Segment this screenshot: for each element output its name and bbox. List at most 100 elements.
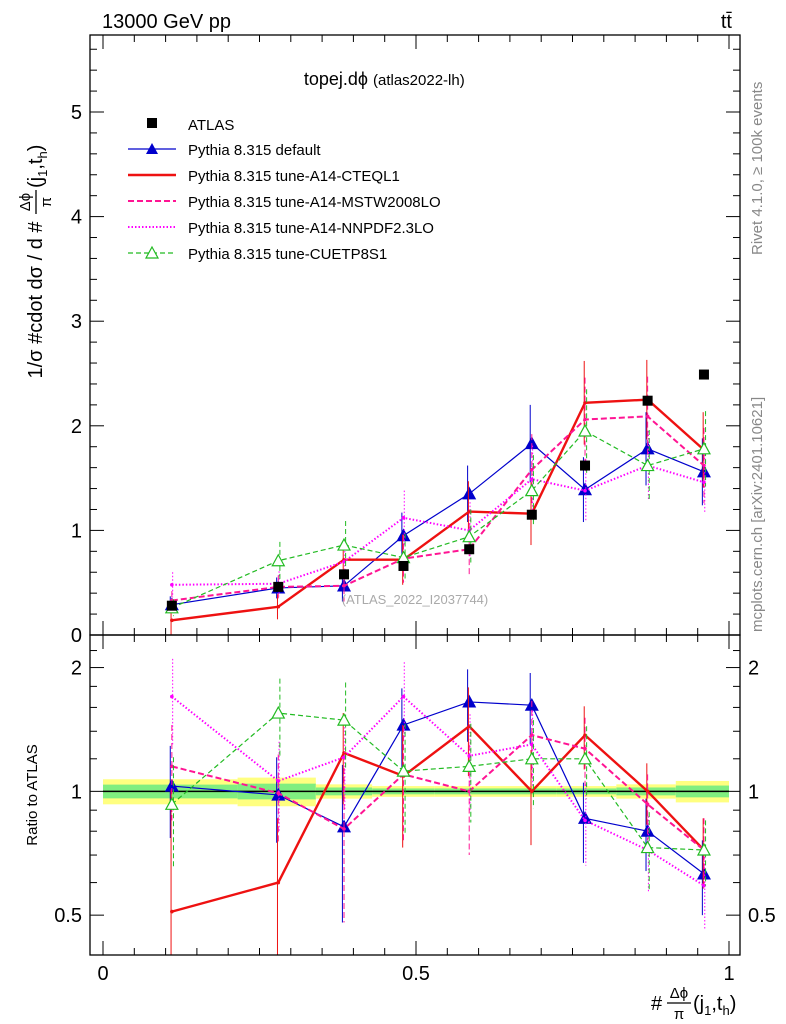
xlabel-prefix: #: [651, 993, 663, 1015]
xlabel-suffix: (j: [693, 993, 704, 1015]
series-3-point-3: [401, 516, 406, 520]
ylabel-prefix: 1/σ #cdot dσ / d #: [25, 221, 47, 379]
legend-marker-default: [146, 143, 158, 154]
ratio-3-point-8: [702, 883, 706, 888]
x-tick-label-0: 0: [97, 963, 108, 985]
ratio-2-point-2: [342, 827, 346, 831]
legend-label-atlas: ATLAS: [188, 117, 234, 134]
ratio-1-point-1: [276, 880, 281, 885]
ratio-4-point-3: [396, 763, 411, 777]
atlas-point-0: [166, 600, 177, 611]
ratio-2-point-6: [583, 746, 587, 751]
ratio-3-point-4: [467, 754, 472, 758]
atlas-point-7: [642, 395, 653, 406]
ratio-tick-label-right-0.5: 0.5: [748, 905, 776, 927]
xlabel-comma: ,t: [711, 993, 723, 1015]
xlabel-sub2: h: [722, 1003, 729, 1018]
ylabel-suffix: (j: [25, 177, 47, 188]
ratio-2-point-7: [645, 802, 650, 807]
svg-text:(j1,th): (j1,th): [693, 993, 736, 1018]
ratio-3-point-6: [583, 818, 587, 823]
ratio-1-point-7: [645, 789, 650, 794]
atlas-point-4: [464, 544, 475, 555]
ratio-1-point-6: [583, 733, 587, 737]
series-1-point-4: [467, 509, 472, 514]
ratio-4-point-5: [524, 751, 539, 765]
series-4-point-6: [578, 423, 593, 437]
atlas-point-3: [398, 560, 409, 571]
ratio-line-1: [171, 724, 705, 913]
ratio-3-point-3: [401, 694, 406, 699]
legend-label-nnpdf: Pythia 8.315 tune-A14-NNPDF2.3LO: [188, 220, 434, 237]
mcplots-label: mcplots.cern.ch [arXiv:2401.10621]: [749, 397, 766, 632]
x-axis-label: # Δϕ π (j1,th): [651, 985, 736, 1023]
series-4-point-2: [336, 537, 352, 551]
svg-text:(j1,th): (j1,th): [25, 145, 50, 188]
ratio-panel-frame: [89, 634, 741, 956]
legend-label-cuetp8s1: Pythia 8.315 tune-CUETP8S1: [188, 246, 387, 263]
ylabel-sub1: 1: [35, 170, 50, 177]
ratio-4-point-0: [164, 797, 179, 810]
series-group-4: [164, 389, 711, 617]
data-layer: [166, 369, 709, 611]
legend-label-cteql1: Pythia 8.315 tune-A14-CTEQL1: [188, 168, 400, 185]
series-0-point-4: [462, 486, 477, 500]
series-4-point-4: [462, 529, 477, 543]
ratio-4-point-1: [271, 705, 286, 719]
ratio-4-point-2: [336, 712, 352, 726]
y-tick-label-2: 2: [71, 416, 82, 438]
legend-marker-atlas: [147, 118, 157, 128]
ratio-group-2: [170, 700, 706, 923]
ylabel-frac-den: π: [38, 197, 55, 207]
ratio-tick-label-right-2: 2: [748, 658, 759, 680]
legend-label-default: Pythia 8.315 default: [188, 142, 321, 159]
ratio-tick-label-left-2: 2: [71, 658, 82, 680]
atlas-point-6: [580, 460, 591, 471]
series-4-point-7: [640, 458, 655, 472]
y-tick-label-3: 3: [71, 311, 82, 333]
series-3-point-5: [530, 477, 534, 481]
ratio-1-point-0: [170, 909, 174, 914]
series-4-point-5: [524, 483, 539, 497]
ratio-0-point-6: [578, 811, 593, 824]
xlabel-close: ): [730, 993, 737, 1015]
process-label: tt̄: [721, 11, 733, 33]
atlas-point-8: [698, 369, 709, 380]
legend-label-mstw: Pythia 8.315 tune-A14-MSTW2008LO: [188, 194, 441, 211]
series-group-2: [170, 376, 706, 610]
energy-label: 13000 GeV pp: [102, 11, 231, 33]
ratio-tick-label-left-1: 1: [71, 781, 82, 803]
series-2-point-2: [342, 584, 346, 588]
ratio-1-point-5: [530, 789, 534, 794]
plot-title: topej.dϕ: [304, 69, 368, 89]
ratio-tick-label-right-1: 1: [748, 781, 759, 803]
series-3-point-0: [170, 582, 174, 587]
series-3-point-6: [583, 488, 587, 493]
ratio-3-point-2: [342, 755, 346, 760]
ratio-4-point-7: [640, 840, 655, 854]
ratio-3-point-0: [170, 694, 174, 699]
series-line-4: [171, 430, 705, 609]
ylabel-comma: ,t: [25, 158, 47, 170]
series-line-2: [171, 415, 705, 602]
ratio-4-point-6: [578, 751, 593, 765]
svg-text:1/σ #cdot dσ / d #: 1/σ #cdot dσ / d #: [25, 221, 47, 379]
ratio-3-point-5: [530, 742, 534, 747]
legend: ATLAS Pythia 8.315 default Pythia 8.315 …: [128, 117, 441, 263]
series-3-point-8: [702, 480, 706, 485]
series-2-point-8: [702, 463, 706, 468]
rivet-version-label: Rivet 4.1.0, ≥ 100k events: [749, 82, 766, 255]
series-1-point-0: [170, 618, 174, 623]
series-2-point-6: [583, 417, 587, 422]
ratio-2-point-0: [170, 764, 174, 769]
series-1-point-6: [583, 400, 587, 405]
series-4-point-1: [271, 553, 286, 567]
ratio-3-point-1: [276, 779, 281, 783]
ratio-y-axis-label: Ratio to ATLAS: [24, 744, 41, 845]
ratio-group-1: [170, 687, 706, 955]
ylabel-frac-num: Δϕ: [17, 193, 34, 211]
x-tick-label-1: 1: [723, 963, 734, 985]
y-tick-label-4: 4: [71, 207, 82, 229]
y-tick-label-5: 5: [71, 102, 82, 124]
